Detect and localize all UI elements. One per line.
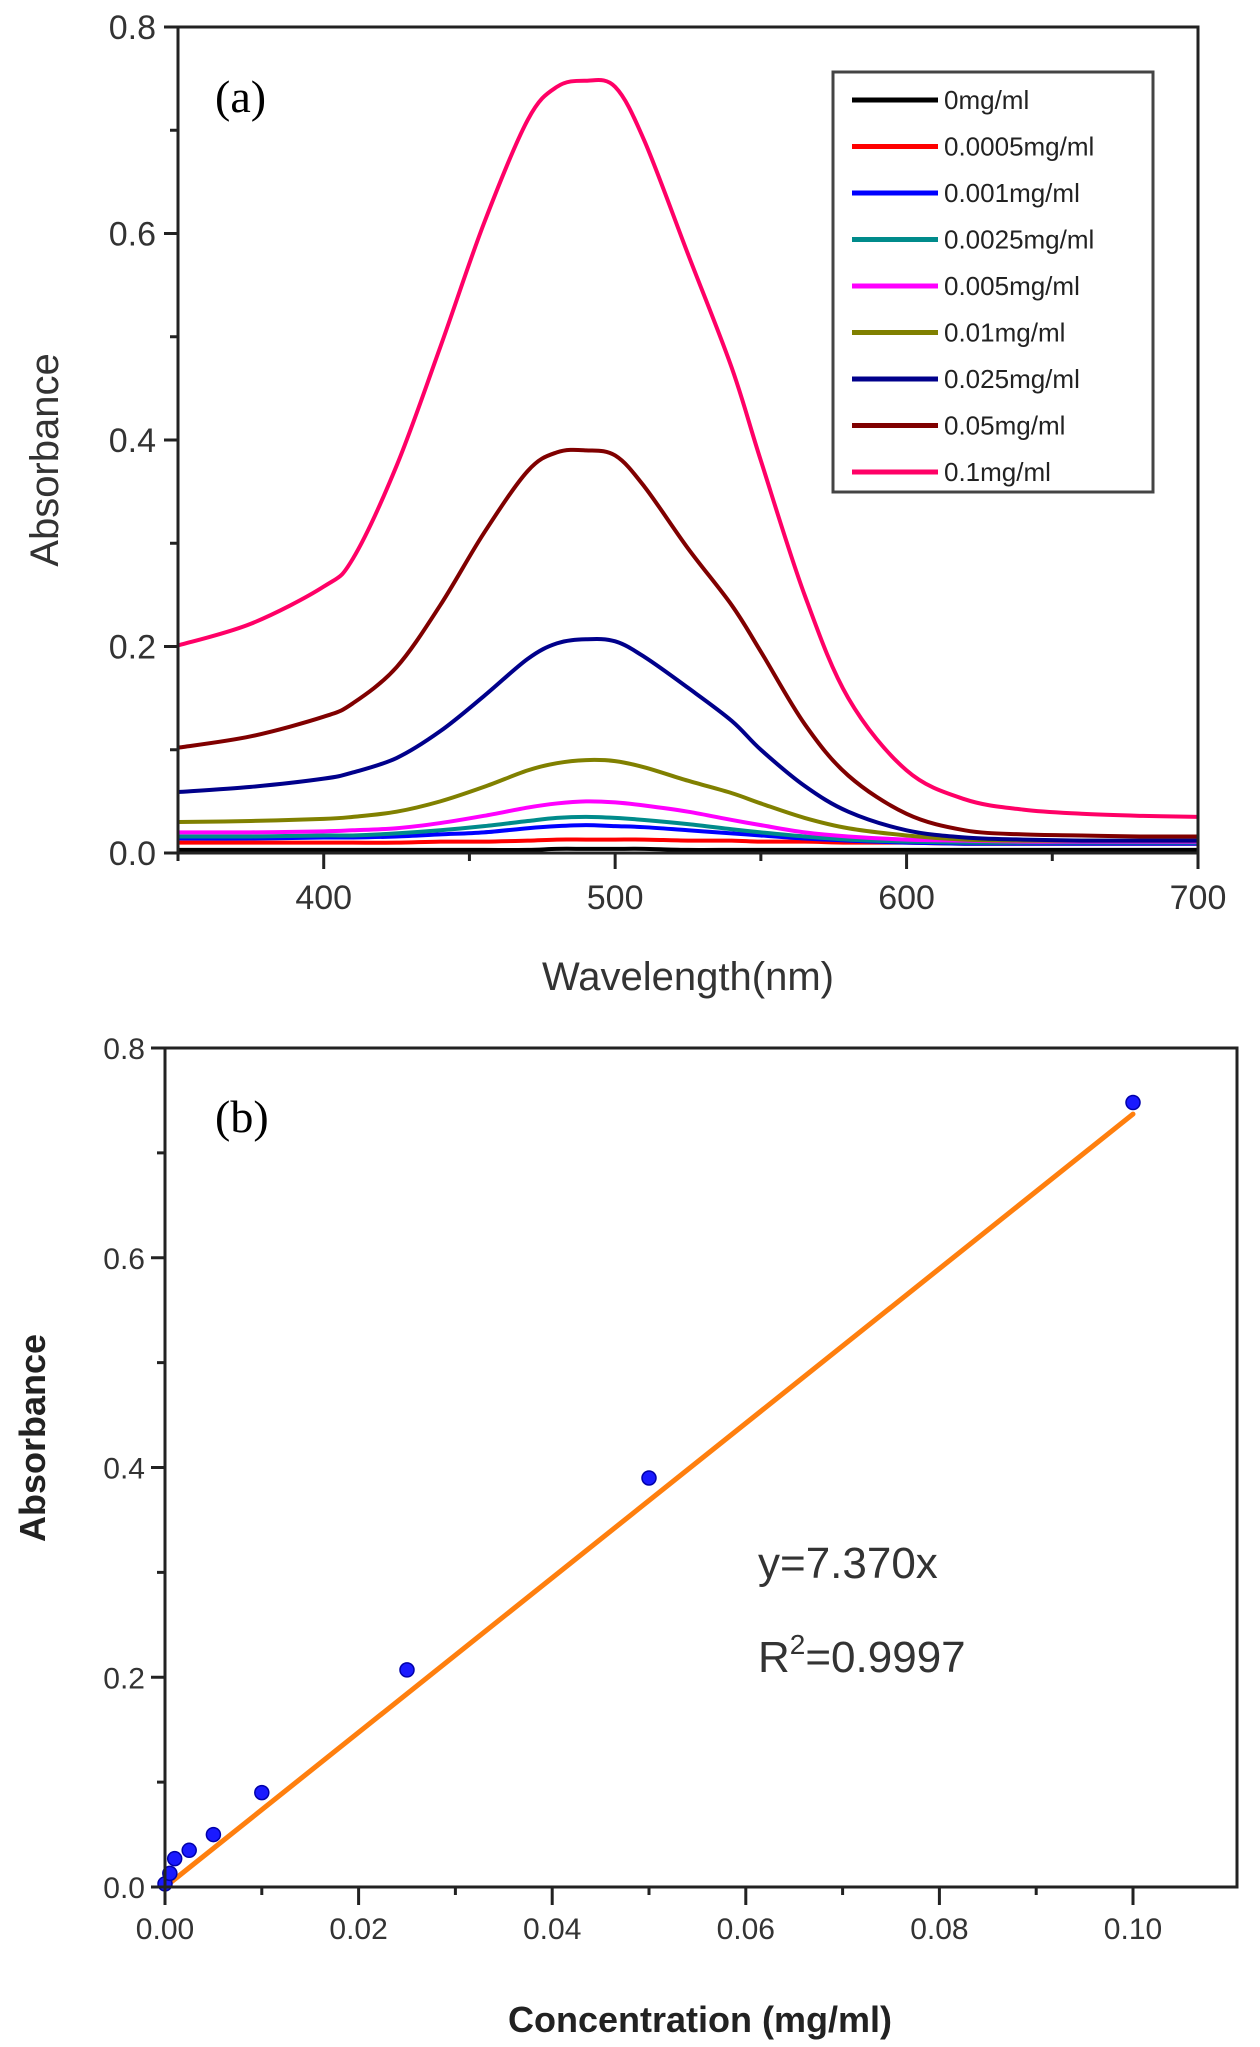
data-point bbox=[1125, 1094, 1141, 1111]
data-point bbox=[181, 1842, 197, 1859]
legend-item: 0.005mg/ml bbox=[852, 271, 1080, 301]
series-line-0_025mgml bbox=[177, 637, 1198, 843]
data-point bbox=[205, 1826, 222, 1843]
data-point bbox=[166, 1850, 183, 1867]
legend-label: 0.01mg/ml bbox=[944, 318, 1065, 348]
y-tick-label: 0.4 bbox=[103, 1453, 145, 1486]
x-tick-label: 0.00 bbox=[136, 1913, 194, 1946]
data-point bbox=[399, 1662, 415, 1678]
legend-item: 0mg/ml bbox=[852, 85, 1029, 115]
y-tick-label: 0.2 bbox=[103, 1662, 145, 1695]
legend-label: 0.1mg/ml bbox=[944, 457, 1051, 487]
x-tick-label: 700 bbox=[1170, 879, 1227, 917]
legend-label: 0mg/ml bbox=[944, 85, 1029, 115]
panel-b-calibration-chart: 0.00 0.02 0.04 0.06 0.08 0.10 0.0 0.2 0.4 0.6 0.8… bbox=[12, 1033, 1239, 2040]
r-squared-symbol: R bbox=[758, 1633, 790, 1682]
y-axis-title: Absorbance bbox=[12, 1334, 53, 1542]
y-tick-label: 0.2 bbox=[109, 629, 156, 667]
x-axis-title: Concentration (mg/ml) bbox=[508, 1999, 892, 2040]
y-tick-label: 0.8 bbox=[109, 9, 156, 47]
legend-item: 0.0025mg/ml bbox=[852, 225, 1094, 255]
x-tick-label: 0.08 bbox=[910, 1913, 968, 1946]
y-tick-label: 0.6 bbox=[109, 216, 156, 254]
series-line-0_05mgml bbox=[177, 447, 1199, 839]
data-point bbox=[254, 1784, 270, 1801]
r-squared-superscript: 2 bbox=[790, 1629, 806, 1660]
legend-item: 0.0005mg/ml bbox=[852, 132, 1094, 162]
legend-label: 0.05mg/ml bbox=[944, 411, 1065, 441]
series-line-0_1mgml bbox=[177, 78, 1199, 819]
x-tick-label: 600 bbox=[878, 879, 935, 917]
legend: 0mg/ml 0.0005mg/ml 0.001mg/ml 0.0025mg/ml 0.… bbox=[831, 70, 1155, 494]
legend-item: 0.001mg/ml bbox=[852, 178, 1080, 208]
x-tick-label: 0.06 bbox=[717, 1913, 775, 1946]
x-axis-title: Wavelength(nm) bbox=[542, 955, 834, 999]
y-tick-label: 0.4 bbox=[109, 422, 156, 460]
legend-item: 0.01mg/ml bbox=[852, 318, 1065, 348]
x-tick-label: 0.10 bbox=[1104, 1913, 1162, 1946]
r-squared: R2=0.9997 bbox=[758, 1629, 966, 1682]
y-tick-label: 0.6 bbox=[103, 1243, 145, 1276]
y-tick-label: 0.0 bbox=[103, 1872, 145, 1905]
legend-label: 0.0025mg/ml bbox=[944, 225, 1094, 255]
r-squared-value: =0.9997 bbox=[805, 1633, 965, 1682]
y-axis-ticks: 0.0 0.2 0.4 0.6 0.8 bbox=[103, 1033, 165, 1905]
legend-item: 0.05mg/ml bbox=[852, 411, 1065, 441]
legend-label: 0.005mg/ml bbox=[944, 271, 1080, 301]
legend-item: 0.025mg/ml bbox=[852, 364, 1080, 394]
data-point bbox=[641, 1470, 657, 1486]
fit-equation: y=7.370x bbox=[758, 1539, 938, 1588]
data-points bbox=[157, 1094, 1141, 1892]
panel-label: (a) bbox=[215, 71, 266, 122]
x-axis-ticks: 0.00 0.02 0.04 0.06 0.08 0.10 bbox=[136, 1887, 1162, 1946]
legend-item: 0.1mg/ml bbox=[852, 457, 1051, 487]
linear-fit-line bbox=[162, 1111, 1136, 1890]
y-tick-label: 0.8 bbox=[103, 1033, 145, 1066]
x-axis-ticks: 400 500 600 700 bbox=[176, 853, 1227, 917]
x-tick-label: 0.02 bbox=[329, 1913, 387, 1946]
legend-box bbox=[831, 70, 1155, 494]
x-tick-label: 400 bbox=[295, 879, 352, 917]
y-axis-ticks: 0.0 0.2 0.4 0.6 0.8 bbox=[109, 9, 178, 873]
panel-a-spectra-chart: 400 500 600 700 0.0 0.2 0.4 0.6 0.8 (a) Wavelen… bbox=[23, 9, 1226, 999]
y-tick-label: 0.0 bbox=[109, 835, 156, 873]
spectra-curves bbox=[177, 78, 1199, 852]
x-tick-label: 500 bbox=[587, 879, 644, 917]
legend-label: 0.025mg/ml bbox=[944, 364, 1080, 394]
series-line-0mgml bbox=[178, 846, 1198, 852]
legend-label: 0.001mg/ml bbox=[944, 178, 1080, 208]
y-axis-title: Absorbance bbox=[23, 353, 67, 566]
legend-label: 0.0005mg/ml bbox=[944, 132, 1094, 162]
panel-label: (b) bbox=[215, 1091, 269, 1142]
x-tick-label: 0.04 bbox=[523, 1913, 581, 1946]
